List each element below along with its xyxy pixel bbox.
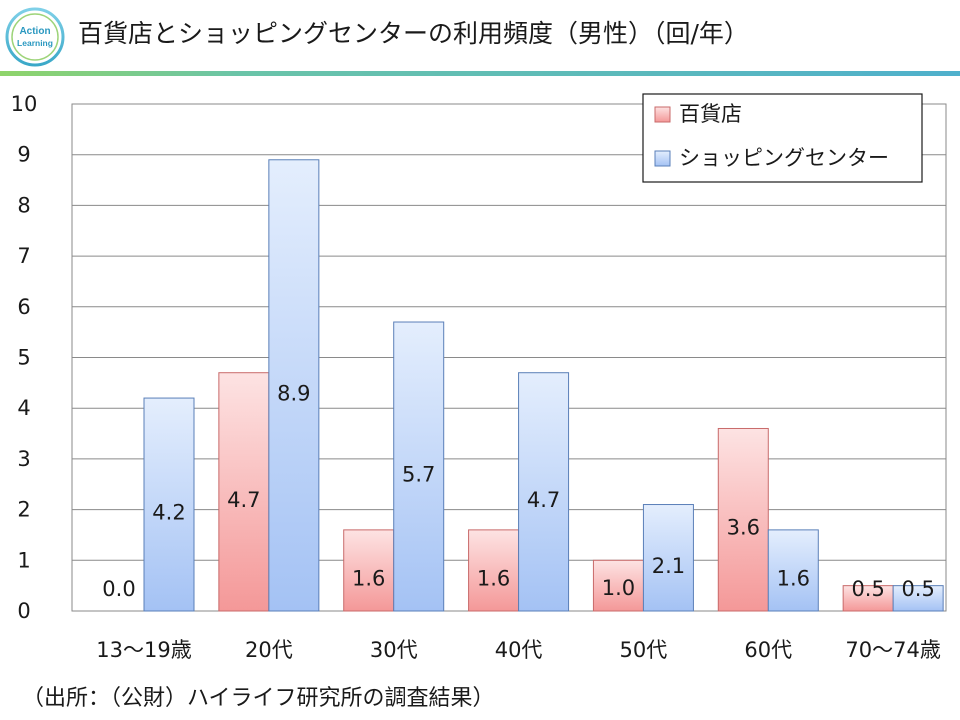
y-tick-label: 6: [17, 295, 30, 319]
bar-dept: [218, 372, 270, 612]
data-label-mall: 5.7: [402, 463, 435, 487]
bar-mall: [393, 321, 445, 612]
data-label-mall: 4.2: [152, 501, 185, 525]
x-category-label: 40代: [495, 638, 543, 662]
bar-dept: [717, 427, 769, 612]
y-tick-label: 9: [17, 143, 30, 167]
bar-chart: 0 1 2 3 4 5 6 7 8 9 10 0.0 4.2 4.7 8.9 1.6 5.7 1.6 4.7 1.0…: [11, 92, 947, 662]
bar-mall: [892, 585, 944, 612]
data-label-dept: 3.6: [727, 516, 760, 540]
y-tick-label: 1: [17, 548, 30, 572]
bar-dept: [343, 529, 395, 612]
y-tick-label: 4: [17, 396, 30, 420]
data-label-dept: 0.0: [102, 577, 135, 601]
x-axis-categories: 13～19歳 20代 30代 40代 50代 60代 70～74歳: [96, 638, 941, 662]
data-label-dept: 4.7: [227, 488, 260, 512]
x-category-label: 60代: [744, 638, 792, 662]
x-category-label: 30代: [370, 638, 418, 662]
legend-label-mall: ショッピングセンター: [679, 146, 889, 170]
x-category-label: 13～19歳: [96, 638, 191, 662]
bars: [143, 159, 944, 612]
y-tick-label: 0: [17, 599, 30, 623]
data-labels: 0.0 4.2 4.7 8.9 1.6 5.7 1.6 4.7 1.0 2.1 3.6 1.6 0.5 0…: [102, 381, 935, 601]
data-label-mall: 4.7: [527, 488, 560, 512]
bar-mall: [518, 372, 570, 612]
page-title: 百貨店とショッピングセンターの利用頻度（男性）（回/年）: [78, 19, 749, 48]
data-label-dept: 1.6: [477, 566, 510, 590]
y-tick-label: 5: [17, 346, 30, 370]
action-learning-logo: Action Learning: [5, 7, 65, 67]
x-category-label: 70～74歳: [845, 638, 940, 662]
bar-mall: [767, 529, 819, 612]
data-label-dept: 1.0: [602, 576, 635, 600]
logo-text: Action: [19, 26, 50, 37]
data-label-mall: 2.1: [652, 554, 685, 578]
data-label-mall: 0.5: [901, 577, 934, 601]
legend: 百貨店 ショッピングセンター: [642, 93, 923, 183]
legend-swatch-dept: [654, 106, 671, 123]
data-label-mall: 8.9: [277, 381, 310, 405]
x-category-label: 50代: [620, 638, 668, 662]
data-label-dept: 0.5: [851, 577, 884, 601]
y-tick-label: 8: [17, 193, 30, 217]
bar-mall: [268, 159, 320, 612]
y-tick-label: 7: [17, 244, 30, 268]
bar-dept: [592, 559, 644, 612]
legend-label-dept: 百貨店: [679, 102, 742, 126]
svg-text:Learning: Learning: [17, 38, 53, 48]
data-label-mall: 1.6: [777, 566, 810, 590]
title-underline: [0, 71, 960, 76]
y-axis-ticks: 0 1 2 3 4 5 6 7 8 9 10: [11, 92, 38, 623]
y-tick-label: 2: [17, 498, 30, 522]
bar-dept: [842, 585, 894, 612]
data-label-dept: 1.6: [352, 566, 385, 590]
y-tick-label: 10: [11, 92, 38, 116]
bar-mall: [642, 504, 694, 612]
legend-swatch-mall: [654, 150, 671, 167]
bar-mall: [143, 397, 195, 612]
source-note: （出所：（公財）ハイライフ研究所の調査結果）: [22, 686, 495, 711]
x-category-label: 20代: [245, 638, 293, 662]
y-tick-label: 3: [17, 447, 30, 471]
